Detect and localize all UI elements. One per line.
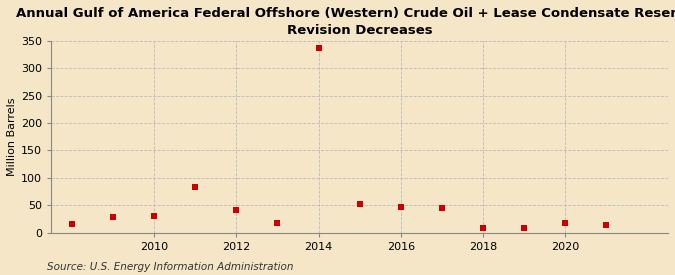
Text: Source: U.S. Energy Information Administration: Source: U.S. Energy Information Administ…: [47, 262, 294, 272]
Title: Annual Gulf of America Federal Offshore (Western) Crude Oil + Lease Condensate R: Annual Gulf of America Federal Offshore …: [16, 7, 675, 37]
Y-axis label: Million Barrels: Million Barrels: [7, 97, 17, 176]
